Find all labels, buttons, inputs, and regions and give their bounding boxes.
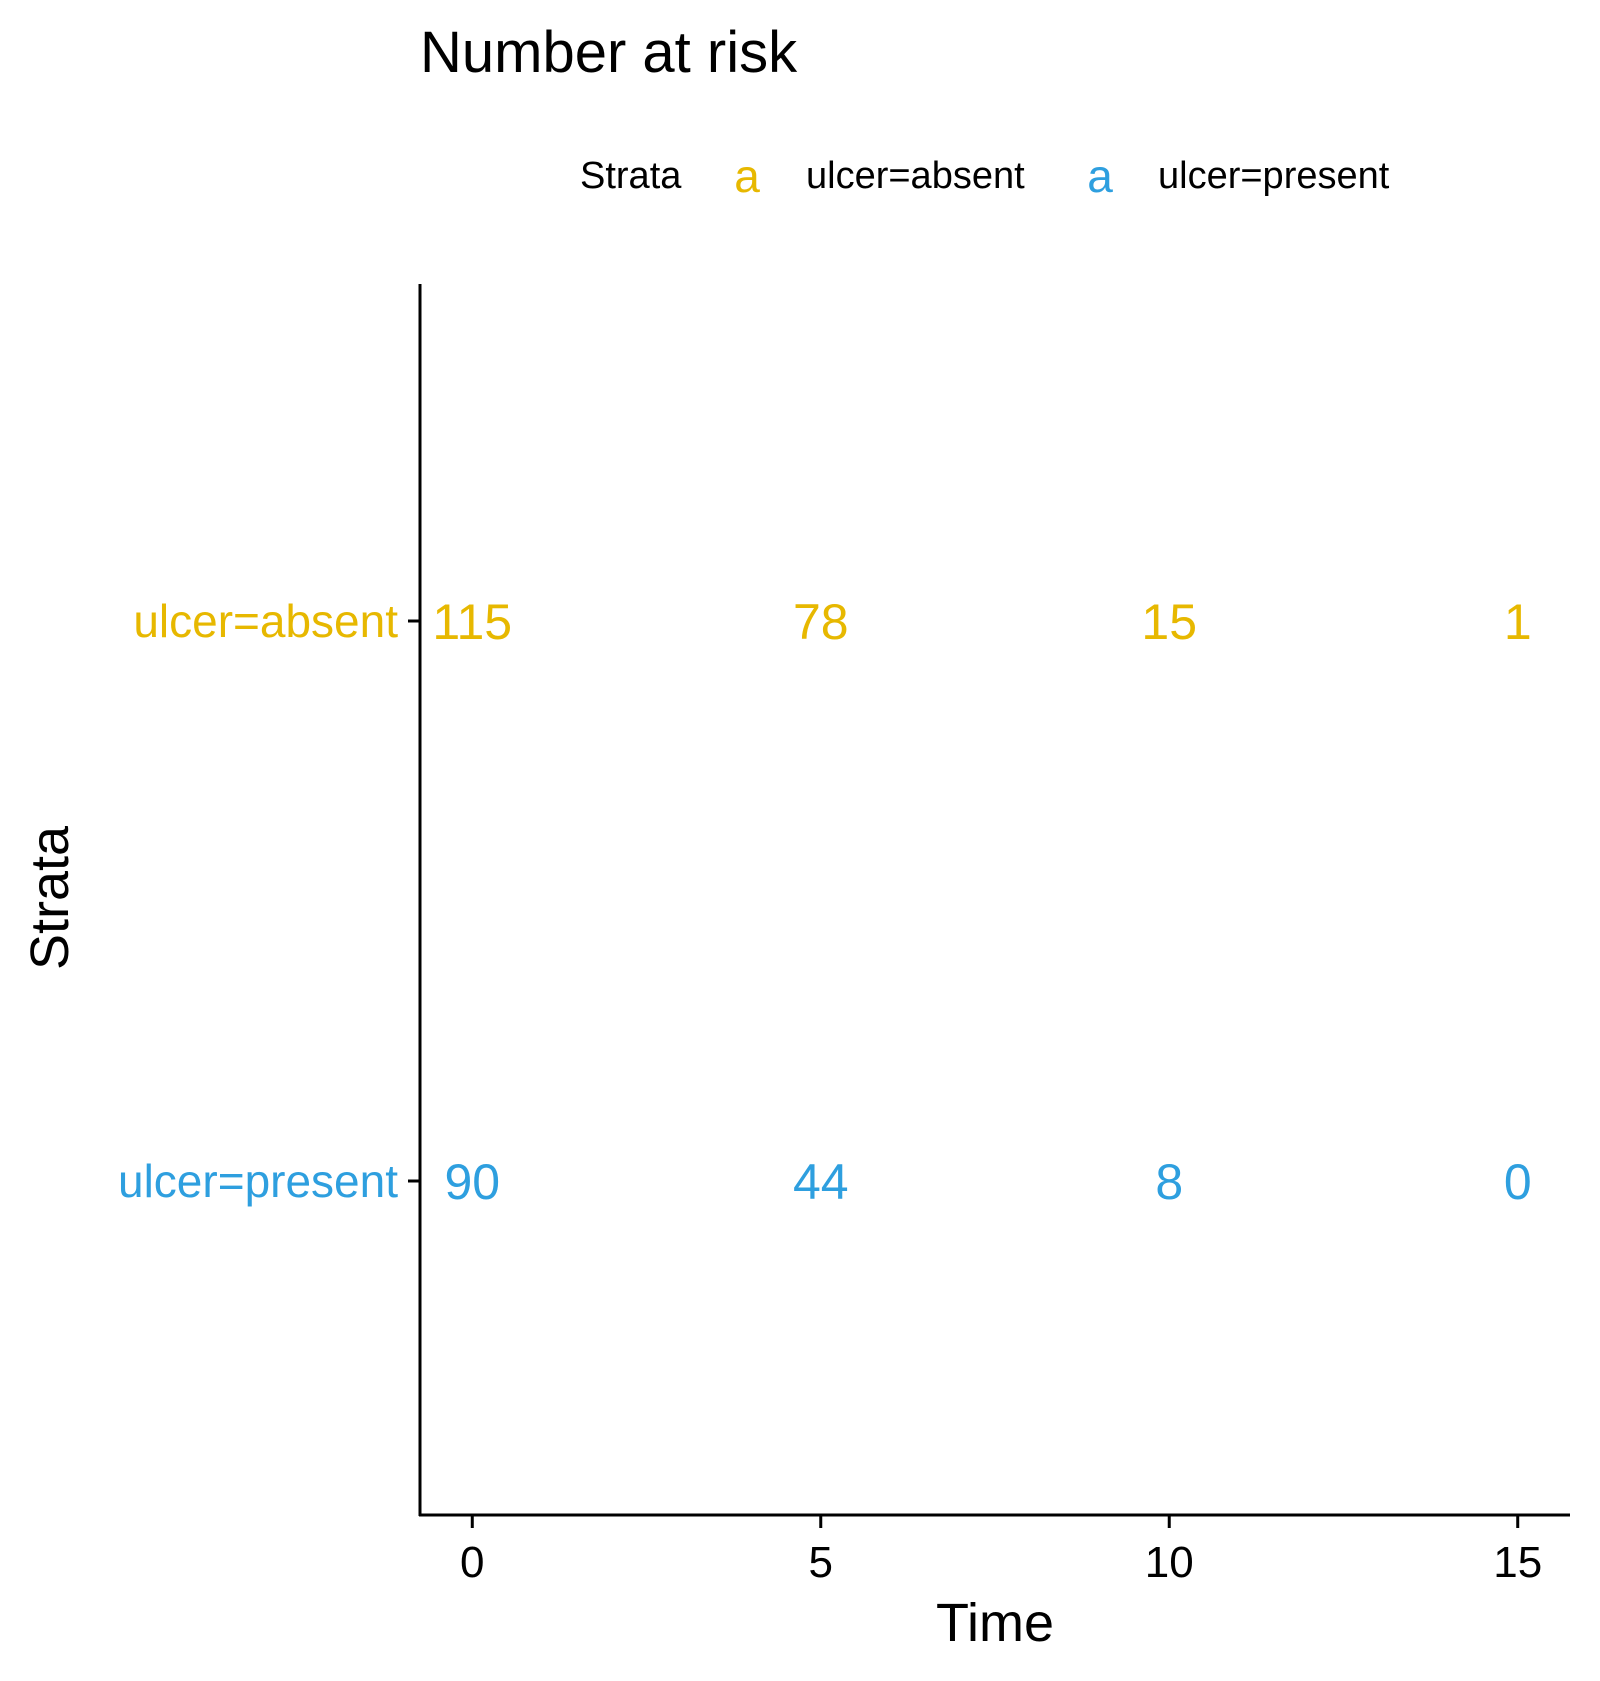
- y-axis-label: Strata: [20, 825, 80, 970]
- legend-key-present: a: [1087, 150, 1113, 202]
- legend-title: Strata: [580, 155, 682, 197]
- risk-count-cell: 0: [1504, 1154, 1532, 1210]
- x-tick-label: 5: [809, 1538, 833, 1587]
- risk-count-cell: 8: [1155, 1154, 1183, 1210]
- x-axis-label: Time: [936, 1593, 1054, 1653]
- y-tick-label: ulcer=absent: [133, 595, 398, 647]
- risk-count-cell: 78: [793, 594, 849, 650]
- legend-key-absent: a: [734, 150, 760, 202]
- y-tick-label: ulcer=present: [118, 1155, 398, 1207]
- legend-label-absent: ulcer=absent: [806, 155, 1025, 197]
- x-tick-label: 15: [1493, 1538, 1542, 1587]
- x-tick-label: 0: [460, 1538, 484, 1587]
- risk-table-cells: 115 78 15 1 90 44 8 0: [432, 594, 1531, 1210]
- risk-count-cell: 15: [1141, 594, 1197, 650]
- legend: Strata a ulcer=absent a ulcer=present: [580, 150, 1390, 202]
- risk-count-cell: 1: [1504, 594, 1532, 650]
- legend-label-present: ulcer=present: [1158, 155, 1390, 197]
- x-axis-ticks: 0 5 10 15: [460, 1516, 1542, 1587]
- y-axis-ticks: ulcer=absent ulcer=present: [118, 595, 420, 1207]
- risk-count-cell: 115: [432, 594, 512, 650]
- risk-count-cell: 44: [793, 1154, 849, 1210]
- chart-title: Number at risk: [420, 20, 798, 85]
- risk-count-cell: 90: [444, 1154, 500, 1210]
- x-tick-label: 10: [1145, 1538, 1194, 1587]
